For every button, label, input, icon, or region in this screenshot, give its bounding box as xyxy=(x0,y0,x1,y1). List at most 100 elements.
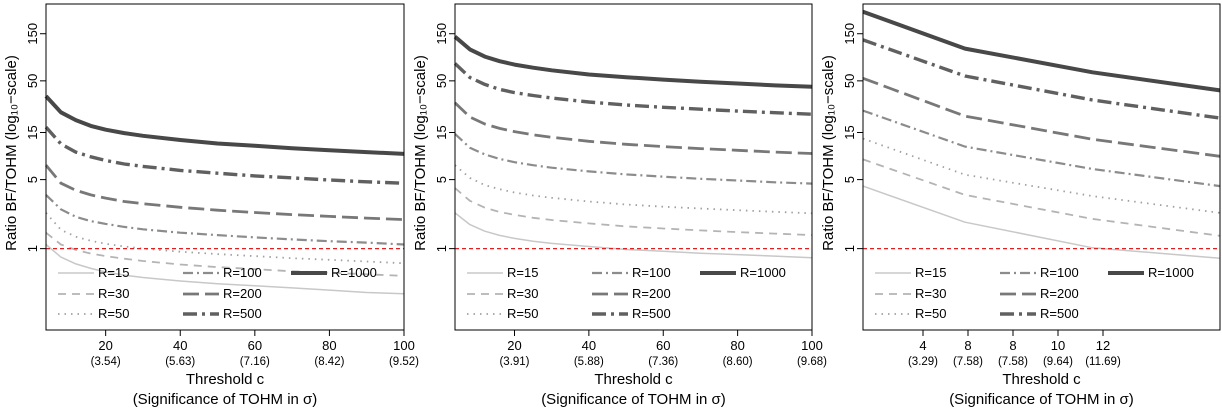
legend-label: R=500 xyxy=(1040,306,1079,321)
legend-label: R=1000 xyxy=(331,265,377,280)
legend-label: R=500 xyxy=(632,306,671,321)
x-tick-sublabel: (7.16) xyxy=(240,356,270,368)
y-tick-label: 5 xyxy=(842,176,857,183)
x-tick-label: 100 xyxy=(393,338,415,353)
series-line-r100 xyxy=(862,109,1221,188)
legend-label: R=1000 xyxy=(1148,265,1194,280)
y-axis-label: Ratio BF/TOHM (log₁₀−scale) xyxy=(412,55,429,251)
series-line-r500 xyxy=(453,62,813,116)
y-tick-label: 1 xyxy=(434,245,449,252)
series-line-r30 xyxy=(862,158,1221,237)
series-line-r200 xyxy=(454,101,813,155)
x-tick-label: 40 xyxy=(173,338,187,353)
x-tick-sublabel: (3.54) xyxy=(91,356,121,368)
x-tick-sublabel: (9.52) xyxy=(389,356,419,368)
y-tick-label: 1 xyxy=(25,245,40,252)
plot-frame xyxy=(45,3,405,331)
legend-label: R=200 xyxy=(632,286,671,301)
x-tick-sublabel: (5.63) xyxy=(165,356,195,368)
legend-label: R=200 xyxy=(223,286,262,301)
x-tick-sublabel: (3.91) xyxy=(499,356,529,368)
legend: R=15 R=30 R=50 R=100 R=200 R=500 R=1000 xyxy=(875,265,1194,321)
legend-label: R=100 xyxy=(1040,265,1079,280)
x-axis-sublabel: (Significance of TOHM in σ) xyxy=(949,391,1134,408)
legend-label: R=30 xyxy=(98,286,129,301)
x-tick-sublabel: (11.69) xyxy=(1085,356,1121,368)
series-line-r15 xyxy=(862,185,1221,259)
x-tick-label: 4 xyxy=(919,338,926,353)
x-tick-sublabel: (7.58) xyxy=(953,356,983,368)
y-tick-label: 50 xyxy=(25,74,40,88)
legend-label: R=1000 xyxy=(740,265,786,280)
x-axis-sublabel: (Significance of TOHM in σ) xyxy=(133,391,318,408)
y-tick-label: 150 xyxy=(842,23,857,45)
series-line-r500 xyxy=(862,38,1221,120)
y-tick-label: 5 xyxy=(434,176,449,183)
series-line-r1000 xyxy=(44,94,405,156)
legend-label: R=50 xyxy=(98,306,129,321)
y-axis-label: Ratio BF/TOHM (log₁₀−scale) xyxy=(820,55,837,251)
x-tick-label: 20 xyxy=(507,338,521,353)
x-tick-label: 100 xyxy=(801,338,823,353)
x-tick-sublabel: (8.60) xyxy=(723,356,753,368)
x-tick-label: 8 xyxy=(964,338,971,353)
series-line-r15 xyxy=(454,212,813,259)
y-tick-label: 15 xyxy=(434,125,449,139)
y-tick-label: 15 xyxy=(25,125,40,139)
series-line-r30 xyxy=(454,187,813,236)
x-tick-label: 40 xyxy=(582,338,596,353)
y-tick-label: 50 xyxy=(434,74,449,88)
x-tick-sublabel: (9.64) xyxy=(1043,356,1073,368)
legend-label: R=30 xyxy=(915,286,946,301)
y-axis-label: Ratio BF/TOHM (log₁₀−scale) xyxy=(3,55,20,251)
x-tick-label: 12 xyxy=(1096,338,1110,353)
series-line-r100 xyxy=(45,194,405,246)
x-tick-sublabel: (7.36) xyxy=(648,356,678,368)
legend-label: R=50 xyxy=(507,306,538,321)
x-axis-sublabel: (Significance of TOHM in σ) xyxy=(541,391,726,408)
series-line-r50 xyxy=(454,164,813,215)
x-tick-label: 60 xyxy=(656,338,670,353)
x-tick-label: 10 xyxy=(1051,338,1065,353)
x-tick-label: 60 xyxy=(248,338,262,353)
x-tick-sublabel: (7.58) xyxy=(998,356,1028,368)
x-tick-sublabel: (9.68) xyxy=(797,356,827,368)
series-line-r200 xyxy=(44,164,405,221)
series-line-r500 xyxy=(44,125,405,185)
series-line-r1000 xyxy=(862,9,1221,93)
x-tick-label: 20 xyxy=(98,338,112,353)
legend-label: R=100 xyxy=(632,265,671,280)
y-tick-label: 150 xyxy=(25,23,40,45)
y-tick-label: 15 xyxy=(842,125,857,139)
legend-label: R=100 xyxy=(223,265,262,280)
plot-frame xyxy=(454,3,813,331)
x-axis-label: Threshold c xyxy=(594,371,673,388)
x-tick-sublabel: (3.29) xyxy=(908,356,938,368)
series-line-r200 xyxy=(862,76,1221,158)
x-axis-label: Threshold c xyxy=(186,371,265,388)
legend-label: R=30 xyxy=(507,286,538,301)
legend-label: R=50 xyxy=(915,306,946,321)
legend-label: R=15 xyxy=(915,265,946,280)
x-tick-label: 80 xyxy=(730,338,744,353)
legend-label: R=200 xyxy=(1040,286,1079,301)
x-tick-sublabel: (8.42) xyxy=(314,356,344,368)
x-axis-label: Threshold c xyxy=(1002,371,1081,388)
y-tick-label: 1 xyxy=(842,245,857,252)
series-line-r1000 xyxy=(453,35,813,89)
x-tick-label: 80 xyxy=(322,338,336,353)
legend: R=15 R=30 R=50 R=100 R=200 R=500 R=1000 xyxy=(467,265,786,321)
y-tick-label: 150 xyxy=(434,23,449,45)
plot-frame xyxy=(862,3,1221,331)
x-tick-sublabel: (5.88) xyxy=(574,356,604,368)
legend-label: R=500 xyxy=(223,306,262,321)
legend: R=15 R=30 R=50 R=100 R=200 R=500 R=1000 xyxy=(58,265,377,321)
y-tick-label: 50 xyxy=(842,74,857,88)
x-tick-label: 8 xyxy=(1009,338,1016,353)
series-line-r100 xyxy=(454,133,813,185)
legend-label: R=15 xyxy=(507,265,538,280)
